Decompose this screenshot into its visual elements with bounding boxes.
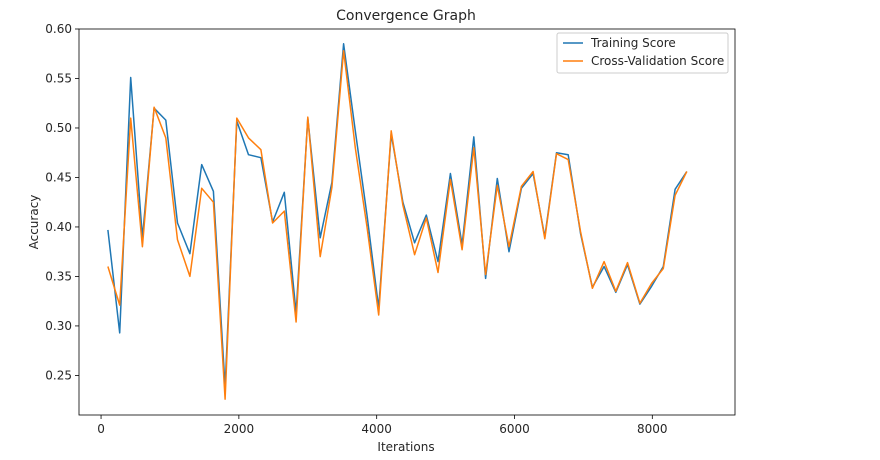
legend-label-1: Training Score bbox=[590, 36, 676, 50]
plot-frame bbox=[78, 28, 736, 416]
x-tick-label: 4000 bbox=[361, 422, 392, 436]
x-tick-label: 6000 bbox=[499, 422, 530, 436]
legend-box bbox=[556, 32, 729, 74]
y-tick-label: 0.30 bbox=[45, 319, 72, 333]
legend: Training Score Cross-Validation Score bbox=[556, 32, 729, 74]
x-tick-label: 2000 bbox=[224, 422, 255, 436]
y-tick-label: 0.40 bbox=[45, 220, 72, 234]
y-axis-label: Accuracy bbox=[27, 195, 41, 250]
y-tick-label: 0.45 bbox=[45, 170, 72, 184]
series-line-1 bbox=[107, 43, 688, 389]
x-axis-label: Iterations bbox=[377, 440, 434, 454]
y-tick-label: 0.60 bbox=[45, 22, 72, 36]
y-tick-label: 0.55 bbox=[45, 71, 72, 85]
series-line-2 bbox=[107, 50, 688, 400]
plot-area: 0 2000 4000 6000 8000 0.25 0.30 0.35 0.40 0.45 0.5… bbox=[45, 22, 736, 436]
y-tick-label: 0.50 bbox=[45, 121, 72, 135]
x-tick-label: 0 bbox=[97, 422, 105, 436]
y-tick-label: 0.35 bbox=[45, 269, 72, 283]
x-tick-label: 8000 bbox=[637, 422, 668, 436]
legend-label-2: Cross-Validation Score bbox=[591, 54, 724, 68]
y-tick-label: 0.25 bbox=[45, 368, 72, 382]
chart-title: Convergence Graph bbox=[336, 8, 476, 24]
